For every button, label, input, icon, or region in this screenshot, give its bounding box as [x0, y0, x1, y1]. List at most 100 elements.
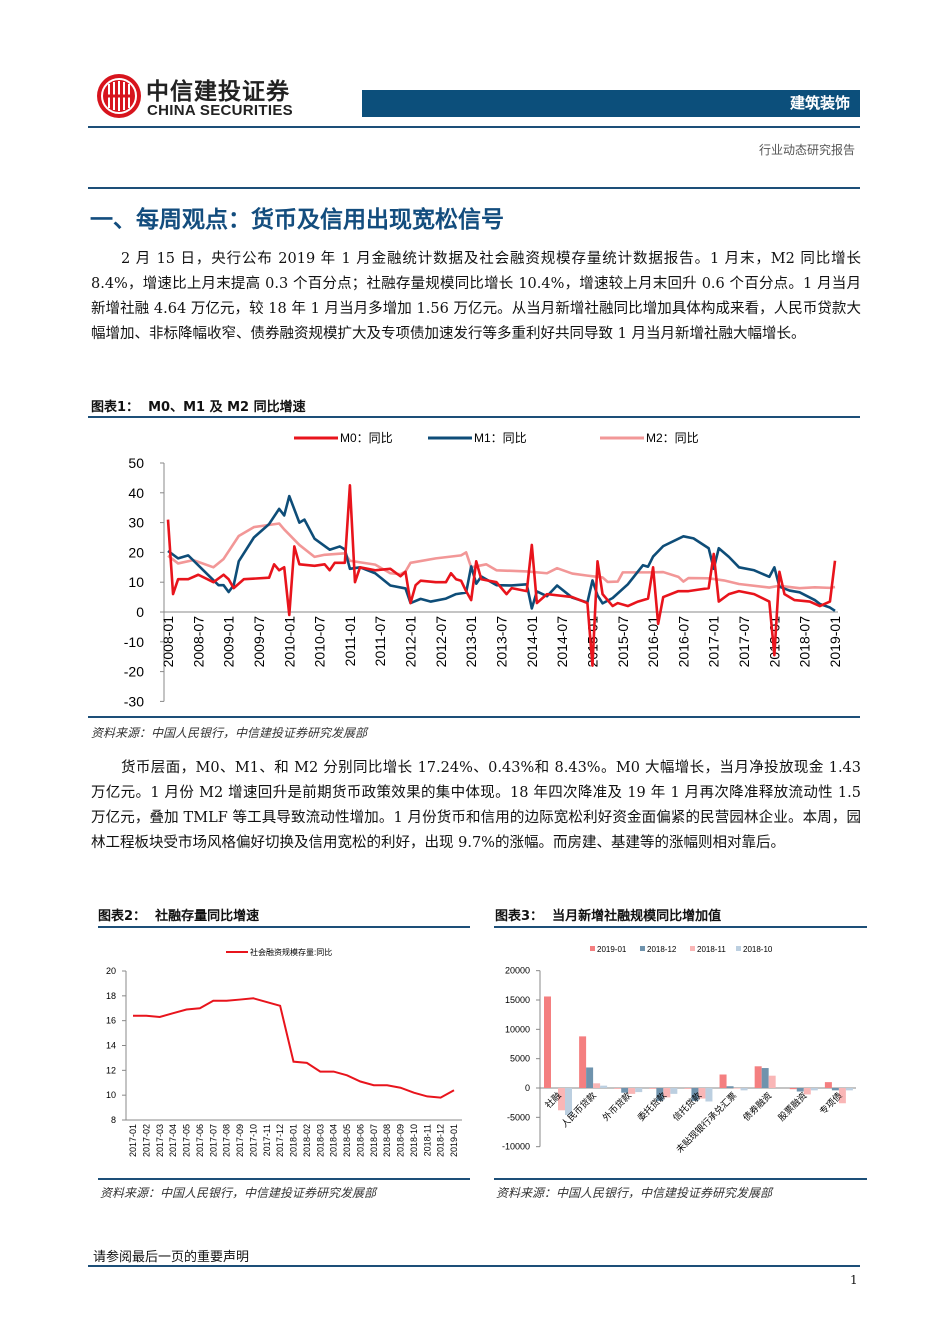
x-tick-label: 2010-01: [281, 616, 297, 668]
bar-2018-11: [698, 1088, 706, 1099]
x-tick-label: 2008-01: [160, 616, 176, 668]
paragraph-1: 2 月 15 日，央行公布 2019 年 1 月金融统计数据及社会融资规模存量统…: [91, 251, 861, 342]
series-line: [133, 997, 455, 1099]
bar-2018-10: [810, 1088, 818, 1091]
bar-2018-12: [656, 1088, 664, 1101]
x-tick-label: 2014-07: [554, 616, 570, 668]
y-tick-label: -10000: [502, 1142, 530, 1152]
sector-banner: 建筑装饰: [362, 90, 860, 117]
disclaimer-note: 请参阅最后一页的重要声明: [93, 1250, 250, 1265]
bar-2018-11: [663, 1088, 671, 1098]
y-tick-label: 15000: [505, 995, 530, 1005]
y-tick-label: 40: [128, 485, 144, 501]
bar-2018-12: [621, 1088, 629, 1093]
x-tick-label: 2017-11: [262, 1124, 272, 1156]
x-tick-label: 2011-07: [372, 616, 388, 667]
category-label: 债券融资: [740, 1090, 773, 1123]
section-divider: [88, 187, 860, 189]
x-tick-label: 2018-08: [382, 1124, 392, 1157]
legend-swatch: [640, 946, 645, 951]
x-tick-label: 2012-07: [433, 616, 449, 668]
footer-divider: [88, 1265, 860, 1267]
header-divider: [88, 126, 860, 128]
y-tick-label: -30: [124, 693, 144, 709]
y-tick-label: 8: [111, 1115, 116, 1125]
bar-2018-11: [558, 1088, 565, 1111]
legend-label: 社会融资规模存量:同比: [250, 947, 332, 957]
y-tick-label: 10: [106, 1090, 116, 1100]
y-tick-label: -10: [124, 634, 144, 650]
bar-2018-10: [845, 1088, 853, 1091]
bar-2018-11: [838, 1088, 846, 1104]
figure-label: 图表1：: [91, 400, 140, 415]
x-tick-label: 2018-07: [369, 1124, 379, 1157]
figure-1-source: 资料来源：中国人民银行，中信建投证券研究发展部: [91, 726, 368, 740]
x-tick-label: 2008-07: [190, 616, 206, 668]
bar-2018-11: [593, 1083, 601, 1088]
legend-swatch: [590, 946, 595, 951]
legend-label: 2018-11: [697, 945, 726, 954]
figure-3-source: 资料来源：中国人民银行，中信建投证券研究发展部: [496, 1186, 773, 1200]
x-tick-label: 2018-06: [355, 1124, 365, 1157]
figure-3-top-rule: [494, 926, 867, 928]
figure-caption: 当月新增社融规模同比增加值: [552, 909, 722, 924]
x-tick-label: 2017-08: [222, 1124, 232, 1157]
x-tick-label: 2018-01: [289, 1124, 299, 1157]
x-tick-label: 2018-09: [396, 1124, 406, 1157]
figure-caption: 社融存量同比增速: [155, 909, 260, 924]
figure-3-title: 图表3： 当月新增社融规模同比增加值: [495, 905, 721, 924]
bar-2018-10: [705, 1088, 713, 1102]
x-tick-label: 2009-07: [251, 616, 267, 668]
bar-2018-11: [733, 1088, 741, 1089]
y-tick-label: 10000: [505, 1024, 530, 1034]
x-tick-label: 2017-12: [275, 1124, 285, 1157]
x-tick-label: 2013-07: [494, 616, 510, 668]
x-tick-label: 2018-05: [342, 1124, 352, 1157]
section-title: 一、每周观点：货币及信用出现宽松信号: [90, 207, 504, 233]
bar-2018-12: [586, 1067, 594, 1088]
bar-2018-12: [726, 1086, 734, 1088]
bar-2018-10: [600, 1085, 608, 1088]
category-label: 信托贷款: [670, 1090, 703, 1123]
company-name-cn: 中信建投证券: [146, 79, 290, 105]
x-tick-label: 2017-04: [168, 1124, 178, 1157]
bar-2018-12: [831, 1088, 839, 1091]
report-type: 行业动态研究报告: [758, 143, 855, 157]
bar-2018-10: [670, 1088, 678, 1094]
bar-2018-12: [761, 1068, 769, 1088]
x-tick-label: 2018-10: [409, 1124, 419, 1157]
figure-1-top-rule: [88, 416, 860, 418]
figure-1-bottom-rule: [88, 716, 860, 718]
x-tick-label: 2017-09: [235, 1124, 245, 1157]
legend-swatch: [736, 946, 741, 951]
figure-2-source: 资料来源：中国人民银行，中信建投证券研究发展部: [100, 1186, 377, 1200]
x-tick-label: 2018-11: [422, 1124, 432, 1156]
company-name-en: CHINA SECURITIES: [147, 102, 293, 119]
bar-2018-12: [691, 1088, 699, 1101]
figure-label: 图表3：: [495, 909, 544, 924]
y-tick-label: 14: [106, 1041, 116, 1051]
bar-2019-01: [579, 1036, 587, 1088]
legend-label: M1：同比: [474, 431, 527, 445]
x-tick-label: 2017-10: [248, 1124, 258, 1157]
x-tick-label: 2017-01: [706, 616, 722, 668]
figure-3-bottom-rule: [494, 1178, 867, 1180]
legend-label: 2019-01: [597, 945, 627, 954]
chart-money-supply: -30 -20 -10 0 10 20 30 40 50 2008-01 2008-07 2009-0…: [124, 431, 843, 709]
x-tick-label: 2009-01: [221, 616, 237, 668]
y-tick-label: 50: [128, 455, 144, 471]
y-tick-label: 12: [106, 1065, 116, 1075]
x-tick-label: 2015-07: [615, 616, 631, 668]
x-tick-label: 2012-01: [403, 616, 419, 668]
legend-label: M0：同比: [340, 431, 393, 445]
y-tick-label: 30: [128, 515, 144, 531]
x-tick-label: 2018-03: [315, 1124, 325, 1157]
category-label: 股票融资: [776, 1090, 809, 1123]
y-tick-label: 16: [106, 1016, 116, 1026]
category-label: 外币贷款: [600, 1090, 633, 1123]
bar-2018-11: [628, 1088, 636, 1094]
series-line-M2：同比: [167, 522, 836, 590]
bar-2019-01: [544, 996, 551, 1088]
figure-2-top-rule: [98, 926, 470, 928]
